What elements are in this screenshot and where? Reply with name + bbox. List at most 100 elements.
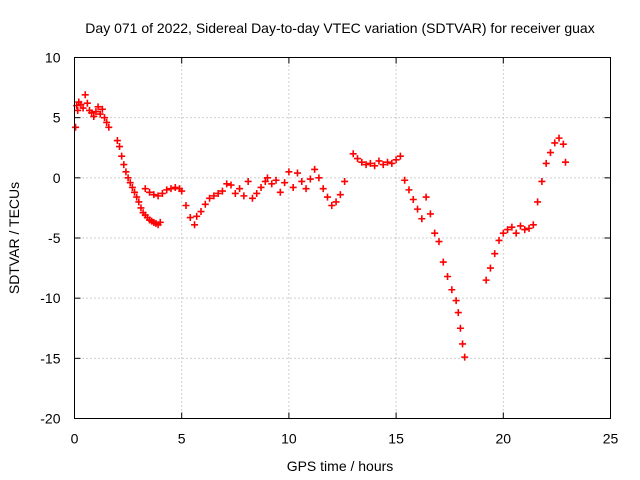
data-point	[448, 286, 456, 294]
y-tick-label: -20	[40, 411, 60, 427]
data-point	[197, 208, 205, 216]
data-point	[426, 210, 434, 218]
data-point	[534, 198, 542, 206]
data-point	[120, 161, 128, 169]
data-point	[319, 185, 327, 193]
data-point	[418, 215, 426, 223]
data-point	[332, 198, 340, 206]
data-point	[261, 177, 269, 185]
data-point	[128, 183, 136, 191]
data-point	[504, 226, 512, 234]
data-point	[210, 192, 218, 200]
data-point	[103, 118, 111, 126]
data-point	[113, 137, 121, 145]
data-point	[171, 183, 179, 191]
data-point	[354, 155, 362, 163]
data-point	[276, 188, 284, 196]
y-tick-label: -15	[40, 350, 60, 366]
data-point	[546, 149, 554, 157]
data-point	[182, 202, 190, 210]
data-point	[289, 183, 297, 191]
data-point	[538, 177, 546, 185]
data-point	[191, 221, 199, 229]
data-point	[272, 176, 280, 184]
data-point	[561, 158, 569, 166]
data-point	[341, 177, 349, 185]
data-point	[156, 218, 164, 226]
data-point	[90, 112, 98, 120]
data-point	[422, 193, 430, 201]
data-point	[146, 188, 154, 196]
data-point	[98, 105, 106, 113]
y-tick-label: -10	[40, 290, 60, 306]
data-point	[435, 238, 443, 246]
data-point	[542, 159, 550, 167]
data-point	[508, 223, 516, 231]
data-point	[240, 192, 248, 200]
data-point	[358, 158, 366, 166]
x-tick-label: 25	[603, 431, 619, 447]
data-point	[178, 187, 186, 195]
data-point	[366, 159, 374, 167]
data-point	[227, 181, 235, 189]
data-point	[362, 161, 370, 169]
data-point	[214, 189, 222, 197]
data-point	[268, 180, 276, 188]
data-point	[431, 229, 439, 237]
data-point	[96, 110, 104, 118]
data-point	[158, 189, 166, 197]
data-point	[133, 193, 141, 201]
y-tick-labels: -20 -15 -10 -5 0 5 10	[40, 50, 60, 427]
x-tick-label: 20	[496, 431, 512, 447]
data-point	[349, 150, 357, 158]
data-point	[186, 214, 194, 222]
data-point	[154, 192, 162, 200]
x-tick-label: 5	[178, 431, 186, 447]
data-point	[105, 123, 113, 131]
data-point	[83, 99, 91, 107]
data-points	[72, 91, 569, 361]
data-point	[371, 162, 379, 170]
data-point	[512, 229, 520, 237]
data-point	[461, 353, 469, 361]
data-point	[384, 158, 392, 166]
data-point	[137, 204, 145, 212]
y-tick-label: -5	[48, 230, 61, 246]
data-point	[126, 179, 134, 187]
data-point	[302, 185, 310, 193]
data-point	[92, 108, 100, 116]
chart-title: Day 071 of 2022, Sidereal Day-to-day VTE…	[85, 20, 594, 36]
x-tick-label: 0	[71, 431, 79, 447]
data-point	[401, 176, 409, 184]
data-point	[486, 264, 494, 272]
grid-lines	[74, 57, 611, 419]
data-point	[122, 168, 130, 176]
data-point	[491, 250, 499, 258]
data-point	[328, 202, 336, 210]
data-point	[101, 114, 109, 122]
data-point	[456, 324, 464, 332]
data-point	[482, 276, 490, 284]
data-point	[163, 186, 171, 194]
data-point	[223, 180, 231, 188]
data-point	[454, 309, 462, 317]
data-point	[135, 198, 143, 206]
data-point	[306, 175, 314, 183]
data-point	[525, 224, 533, 232]
x-axis-label: GPS time / hours	[287, 458, 394, 474]
data-point	[405, 186, 413, 194]
data-point	[375, 157, 383, 165]
data-point	[444, 273, 452, 281]
data-point	[167, 185, 175, 193]
data-point	[495, 236, 503, 244]
data-point	[88, 109, 96, 117]
data-point	[452, 297, 460, 305]
data-point	[396, 152, 404, 160]
data-point	[236, 185, 244, 193]
data-point	[253, 189, 261, 197]
data-point	[414, 205, 422, 213]
data-point	[201, 200, 209, 208]
data-point	[193, 212, 201, 220]
data-point	[141, 185, 149, 193]
